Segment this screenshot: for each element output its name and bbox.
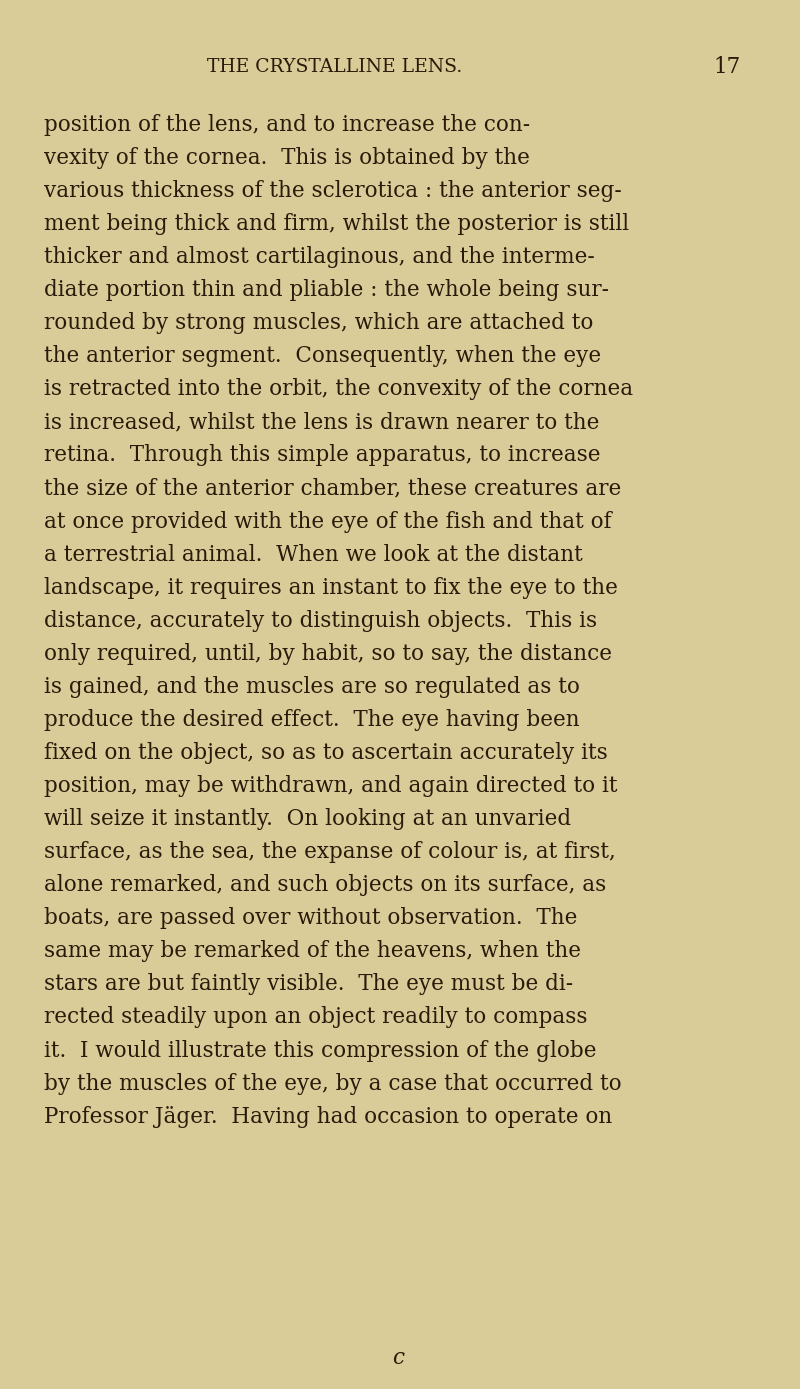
Text: Professor Jäger.  Having had occasion to operate on: Professor Jäger. Having had occasion to …	[44, 1106, 612, 1128]
Text: thicker and almost cartilaginous, and the interme-: thicker and almost cartilaginous, and th…	[44, 246, 594, 268]
Text: surface, as the sea, the expanse of colour is, at first,: surface, as the sea, the expanse of colo…	[44, 842, 615, 863]
Text: is gained, and the muscles are so regulated as to: is gained, and the muscles are so regula…	[44, 676, 580, 697]
Text: is retracted into the orbit, the convexity of the cornea: is retracted into the orbit, the convexi…	[44, 378, 633, 400]
Text: a terrestrial animal.  When we look at the distant: a terrestrial animal. When we look at th…	[44, 543, 582, 565]
Text: by the muscles of the eye, by a case that occurred to: by the muscles of the eye, by a case tha…	[44, 1072, 622, 1095]
Text: only required, until, by habit, so to say, the distance: only required, until, by habit, so to sa…	[44, 643, 612, 665]
Text: position, may be withdrawn, and again directed to it: position, may be withdrawn, and again di…	[44, 775, 618, 797]
Text: boats, are passed over without observation.  The: boats, are passed over without observati…	[44, 907, 577, 929]
Text: THE CRYSTALLINE LENS.: THE CRYSTALLINE LENS.	[207, 58, 462, 75]
Text: will seize it instantly.  On looking at an unvaried: will seize it instantly. On looking at a…	[44, 808, 571, 831]
Text: c: c	[392, 1347, 404, 1370]
Text: landscape, it requires an instant to fix the eye to the: landscape, it requires an instant to fix…	[44, 576, 618, 599]
Text: rected steadily upon an object readily to compass: rected steadily upon an object readily t…	[44, 1007, 587, 1028]
Text: produce the desired effect.  The eye having been: produce the desired effect. The eye havi…	[44, 708, 579, 731]
Text: alone remarked, and such objects on its surface, as: alone remarked, and such objects on its …	[44, 874, 606, 896]
Text: the size of the anterior chamber, these creatures are: the size of the anterior chamber, these …	[44, 478, 621, 500]
Text: fixed on the object, so as to ascertain accurately its: fixed on the object, so as to ascertain …	[44, 742, 607, 764]
Text: rounded by strong muscles, which are attached to: rounded by strong muscles, which are att…	[44, 313, 593, 335]
Text: 17: 17	[714, 56, 741, 78]
Text: it.  I would illustrate this compression of the globe: it. I would illustrate this compression …	[44, 1039, 596, 1061]
Text: same may be remarked of the heavens, when the: same may be remarked of the heavens, whe…	[44, 940, 581, 963]
Text: is increased, whilst the lens is drawn nearer to the: is increased, whilst the lens is drawn n…	[44, 411, 599, 433]
Text: at once provided with the eye of the fish and that of: at once provided with the eye of the fis…	[44, 511, 611, 532]
Text: various thickness of the sclerotica : the anterior seg-: various thickness of the sclerotica : th…	[44, 181, 622, 201]
Text: position of the lens, and to increase the con-: position of the lens, and to increase th…	[44, 114, 530, 136]
Text: ment being thick and firm, whilst the posterior is still: ment being thick and firm, whilst the po…	[44, 213, 629, 235]
Text: diate portion thin and pliable : the whole being sur-: diate portion thin and pliable : the who…	[44, 279, 609, 301]
Text: the anterior segment.  Consequently, when the eye: the anterior segment. Consequently, when…	[44, 346, 601, 367]
Text: stars are but faintly visible.  The eye must be di-: stars are but faintly visible. The eye m…	[44, 974, 573, 996]
Text: vexity of the cornea.  This is obtained by the: vexity of the cornea. This is obtained b…	[44, 147, 530, 169]
Text: retina.  Through this simple apparatus, to increase: retina. Through this simple apparatus, t…	[44, 444, 600, 467]
Text: distance, accurately to distinguish objects.  This is: distance, accurately to distinguish obje…	[44, 610, 597, 632]
